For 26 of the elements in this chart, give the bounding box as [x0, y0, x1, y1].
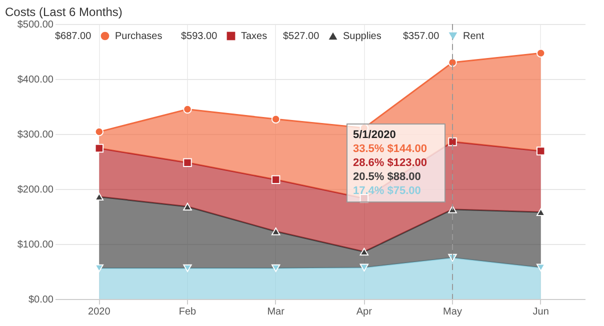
y-tick-label: $500.00 [17, 20, 54, 30]
annotation: $357.00 [403, 31, 440, 42]
x-tick-label: Apr [356, 306, 373, 318]
annotation: 28.6% $123.00 [353, 157, 428, 169]
y-tick-label: $100.00 [17, 240, 54, 250]
y-tick-label: $0.00 [28, 294, 54, 306]
x-tick-label: Jun [532, 306, 549, 318]
x-tick-label: Feb [178, 306, 197, 318]
x-tick-label: 2020 [88, 306, 111, 318]
annotation: $687.00 [55, 31, 92, 42]
legend-label: Supplies [343, 31, 382, 42]
chart-title: Costs (Last 6 Months) [5, 5, 122, 19]
y-tick-label: $300.00 [17, 130, 54, 140]
annotation: 33.5% $144.00 [353, 143, 428, 155]
annotation: $593.00 [181, 31, 218, 42]
x-tick-label: May [443, 306, 462, 318]
legend-label: Rent [463, 31, 484, 42]
annotation: 5/1/2020 [353, 129, 396, 141]
x-tick-label: Mar [267, 306, 286, 318]
annotation: 17.4% $75.00 [353, 185, 421, 197]
y-tick-label: $200.00 [17, 184, 54, 196]
annotation: $527.00 [283, 31, 320, 42]
y-tick-label: $400.00 [17, 74, 54, 86]
legend-label: Purchases [115, 31, 162, 42]
annotation: 20.5% $88.00 [353, 171, 421, 183]
legend-label: Taxes [241, 31, 268, 42]
